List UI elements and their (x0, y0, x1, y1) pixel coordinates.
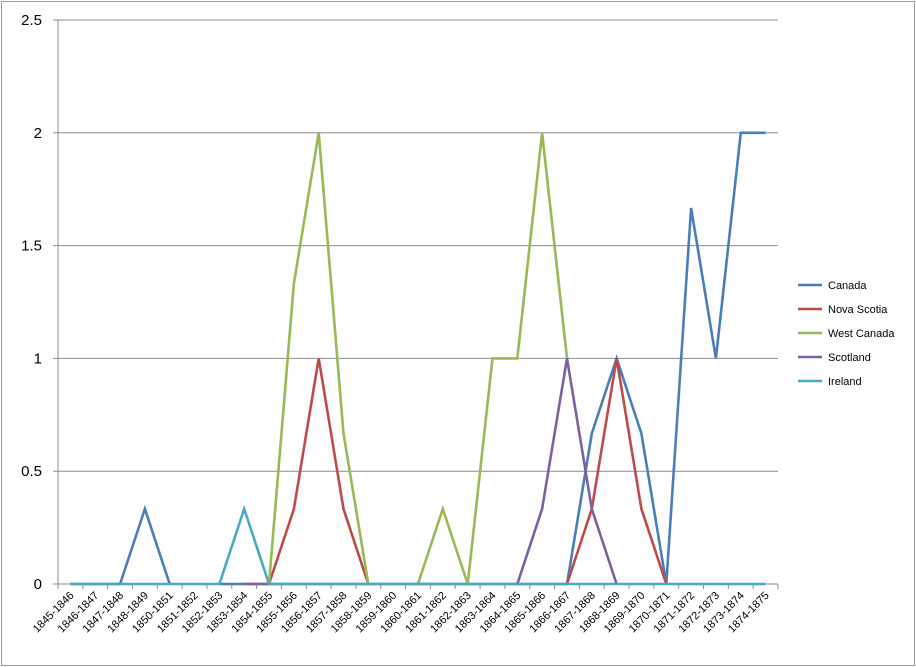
legend-label: Ireland (828, 376, 862, 388)
series-line-ireland (70, 504, 766, 586)
series-line-west-canada (416, 132, 569, 585)
series-line-scotland (516, 358, 618, 585)
y-tick-label: 1 (34, 350, 42, 367)
legend: Canada Nova Scotia West Canada Scotland Irel… (798, 280, 895, 388)
series-lines (70, 131, 766, 586)
y-axis-ticks: 0 0.5 1 1.5 2 2.5 (21, 12, 42, 593)
series-line-nova-scotia (565, 358, 668, 585)
y-tick-label: 1.5 (21, 238, 42, 255)
y-tick-label: 0 (34, 576, 42, 593)
y-tick-label: 2.5 (21, 12, 42, 29)
series-line-west-canada (267, 132, 370, 585)
axes (53, 19, 779, 589)
legend-label: Scotland (828, 352, 871, 364)
legend-label: Nova Scotia (828, 304, 888, 316)
y-tick-label: 0.5 (21, 463, 42, 480)
series-line-nova-scotia (267, 358, 370, 585)
gridlines (58, 19, 778, 472)
legend-label: West Canada (828, 328, 895, 340)
x-axis-ticks: 1845-18461846-18471847-18481848-18491850… (31, 590, 772, 636)
y-tick-label: 2 (34, 125, 42, 142)
legend-label: Canada (828, 280, 867, 292)
series-line-canada (70, 504, 171, 586)
